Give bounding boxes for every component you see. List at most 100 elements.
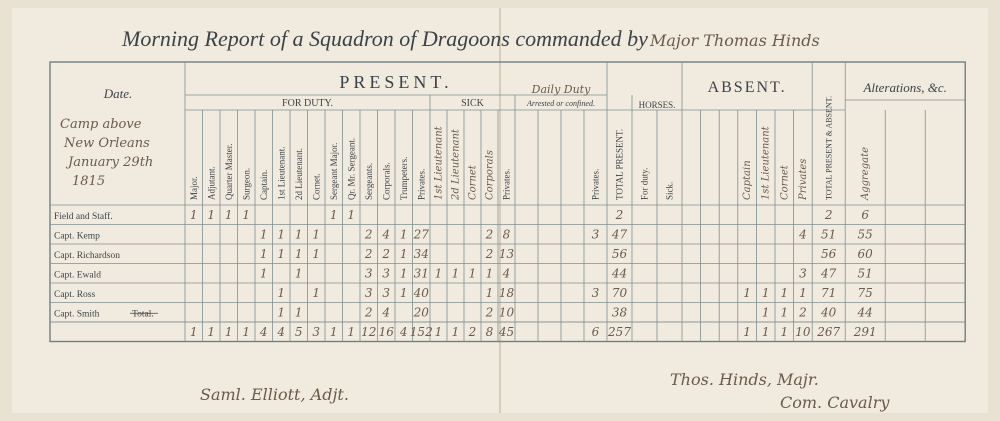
table-frame <box>49 61 966 343</box>
commander: Major Thomas Hinds <box>649 31 820 50</box>
cell-value: 2 <box>381 247 390 261</box>
cell-value: 3 <box>382 286 390 300</box>
column-header: Privates. <box>416 169 426 200</box>
cell-value: 10 <box>499 305 515 319</box>
cell-value: 45 <box>498 325 514 339</box>
column-header: Privates. <box>502 169 512 200</box>
cell-value: 3 <box>799 266 807 280</box>
cell-value: 1 <box>190 208 198 222</box>
column-header: Quarter Master. <box>224 144 234 200</box>
cell-value: 291 <box>853 325 877 339</box>
cell-value: 5 <box>295 325 303 339</box>
column-header: Privates. <box>591 169 601 200</box>
cell-value: 13 <box>499 247 515 261</box>
row-label: Field and Staff. <box>54 211 113 222</box>
cell-value: 1 <box>762 286 770 300</box>
cell-value: 1 <box>347 325 355 339</box>
cell-value: 3 <box>592 286 600 300</box>
adjutant-signature: Saml. Elliott, Adjt. <box>200 385 349 404</box>
cell-value: 1 <box>295 266 303 280</box>
cell-value: 1 <box>743 286 751 300</box>
cell-value: 12 <box>361 325 376 339</box>
cell-value: 1 <box>295 247 303 261</box>
cell-value: 1 <box>277 305 285 319</box>
cell-value: 1 <box>277 286 285 300</box>
column-header: For duty. <box>640 168 650 200</box>
group-alterations: Alterations, &c. <box>862 80 946 95</box>
cell-value: 1 <box>277 247 285 261</box>
cell-value: 1 <box>780 286 788 300</box>
cell-value: 51 <box>821 227 836 241</box>
cell-value: 1 <box>260 227 268 241</box>
cell-value: 1 <box>260 247 268 261</box>
cell-value: 257 <box>607 325 631 339</box>
date-line: January 29th <box>65 155 153 170</box>
cell-value: 20 <box>413 305 430 319</box>
column-header: Cornet. <box>311 173 321 200</box>
major-signature: Thos. Hinds, Majr. <box>670 370 819 389</box>
cell-value: 1 <box>799 286 807 300</box>
cell-value: 40 <box>820 305 837 319</box>
cell-value: 1 <box>312 286 320 300</box>
column-header: Captain. <box>259 170 269 200</box>
cell-value: 1 <box>207 208 215 222</box>
group-total-all: TOTAL PRESENT & ABSENT. <box>825 96 834 200</box>
cell-value: 60 <box>858 247 874 261</box>
cell-value: 1 <box>780 325 788 339</box>
cell-value: 1 <box>295 305 303 319</box>
cell-value: 1 <box>780 305 788 319</box>
column-header: Captain <box>742 160 753 200</box>
cell-value: 1 <box>207 325 215 339</box>
column-header: TOTAL PRESENT. <box>615 129 625 200</box>
cell-value: 2 <box>485 305 494 319</box>
cell-value: 75 <box>858 286 873 300</box>
cell-value: 10 <box>795 325 811 339</box>
cell-value: 2 <box>364 247 373 261</box>
row-label: Capt. Ewald <box>54 270 101 280</box>
column-header: Corporals <box>485 150 496 200</box>
group-for-duty: FOR DUTY. <box>282 98 333 109</box>
column-header: Qr. Mr. Sergeant. <box>346 138 356 200</box>
cell-value: 38 <box>612 305 628 319</box>
cell-value: 1 <box>743 325 751 339</box>
cell-value: 1 <box>242 325 250 339</box>
cell-value: 2 <box>615 208 624 222</box>
cell-value: 1 <box>347 208 355 222</box>
column-header: Corporals. <box>381 162 391 200</box>
column-header: Adjutant. <box>206 166 216 200</box>
row-label: Capt. Richardson <box>54 251 120 261</box>
cell-value: 1 <box>435 325 443 339</box>
cell-value: 1 <box>330 208 338 222</box>
cell-value: 1 <box>400 227 408 241</box>
column-header: 1st Lieutenant <box>761 125 772 200</box>
group-present: PRESENT. <box>339 72 452 92</box>
cell-value: 152 <box>410 325 433 339</box>
cell-value: 4 <box>381 305 390 319</box>
title: Morning Report of a Squadron of Dragoons… <box>121 26 648 51</box>
cell-value: 70 <box>612 286 628 300</box>
date-heading: Date. <box>103 86 133 101</box>
cell-value: 47 <box>611 227 628 241</box>
date-line: 1815 <box>72 174 105 189</box>
cell-value: 2 <box>364 227 373 241</box>
cell-value: 1 <box>400 286 408 300</box>
date-line: Camp above <box>60 117 142 132</box>
cell-value: 3 <box>365 286 373 300</box>
cell-value: 56 <box>612 247 628 261</box>
cell-value: 1 <box>435 266 443 280</box>
cell-value: 6 <box>592 325 600 339</box>
cell-value: 1 <box>225 208 233 222</box>
cell-value: 1 <box>486 266 494 280</box>
cell-value: 267 <box>816 325 840 339</box>
cell-value: 1 <box>295 227 303 241</box>
cell-value: 4 <box>381 227 390 241</box>
cell-value: 2 <box>824 208 833 222</box>
cell-value: 1 <box>400 247 408 261</box>
cell-value: 40 <box>413 286 430 300</box>
row-label: Capt. Smith <box>54 309 100 319</box>
cell-value: 1 <box>312 227 320 241</box>
cell-value: 8 <box>486 325 494 339</box>
column-header: Cornet <box>779 164 790 200</box>
cell-value: 16 <box>379 325 395 339</box>
column-header: Sick. <box>665 182 675 200</box>
